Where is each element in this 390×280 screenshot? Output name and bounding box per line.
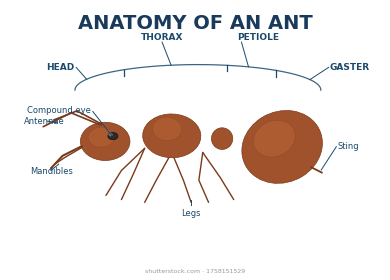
- Ellipse shape: [242, 111, 323, 183]
- Text: THORAX: THORAX: [141, 32, 183, 42]
- Text: Antennae: Antennae: [24, 117, 65, 126]
- Ellipse shape: [108, 132, 118, 140]
- Text: ANATOMY OF AN ANT: ANATOMY OF AN ANT: [78, 14, 312, 33]
- Text: GASTER: GASTER: [330, 63, 370, 72]
- Ellipse shape: [254, 120, 295, 157]
- Ellipse shape: [152, 117, 182, 141]
- Text: PETIOLE: PETIOLE: [237, 32, 279, 42]
- Text: Compound eye: Compound eye: [27, 106, 91, 115]
- Text: HEAD: HEAD: [46, 63, 74, 72]
- Ellipse shape: [109, 134, 112, 136]
- Text: Legs: Legs: [181, 209, 201, 218]
- Text: Mandibles: Mandibles: [30, 167, 73, 176]
- Ellipse shape: [143, 114, 201, 158]
- Ellipse shape: [80, 122, 130, 160]
- Text: Sting: Sting: [337, 142, 359, 151]
- Ellipse shape: [88, 127, 114, 147]
- Ellipse shape: [211, 128, 233, 150]
- Text: shutterstock.com · 1758151529: shutterstock.com · 1758151529: [145, 269, 245, 274]
